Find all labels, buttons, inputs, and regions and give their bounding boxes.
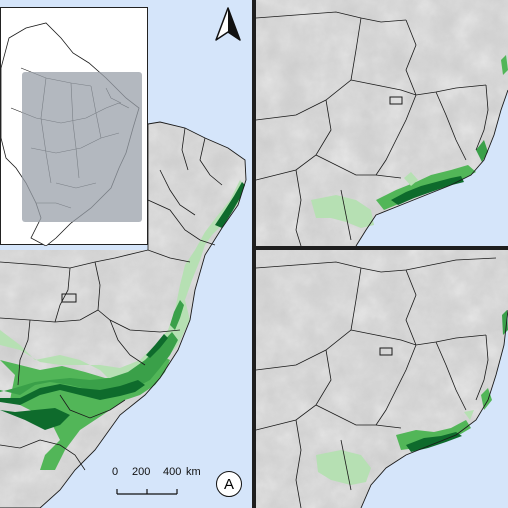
inset-map	[0, 7, 148, 246]
state-borders	[256, 11, 489, 246]
state-borders	[0, 124, 223, 471]
state-borders	[256, 257, 497, 508]
scale-unit: km	[186, 466, 201, 478]
scale-bar: 0 200 400 km	[112, 466, 212, 500]
panel-separator-vertical	[252, 0, 256, 508]
inset-map-svg	[1, 22, 142, 246]
scale-tick-0: 0	[112, 466, 119, 478]
scale-bar-line	[116, 489, 178, 495]
north-arrow-icon	[215, 7, 241, 41]
suitability-overlay	[0, 180, 245, 470]
federal-district	[61, 293, 77, 303]
panel-bottom-right-svg	[256, 250, 508, 508]
panel-label-bottom: A	[216, 471, 242, 497]
suitability-overlay	[316, 310, 508, 485]
suitability-overlay	[311, 55, 508, 228]
panel-separator-horizontal	[256, 246, 508, 250]
inset-highlight-box	[22, 72, 142, 222]
coastline	[0, 121, 247, 508]
panel-top-right-map	[256, 0, 508, 246]
scale-tick-200: 200	[132, 466, 151, 478]
panel-a-map: N 0 200 400 km A A	[0, 0, 252, 508]
panel-bottom-right-map	[256, 250, 508, 508]
scale-tick-400: 400	[163, 466, 182, 478]
panel-top-right-svg	[256, 0, 508, 246]
